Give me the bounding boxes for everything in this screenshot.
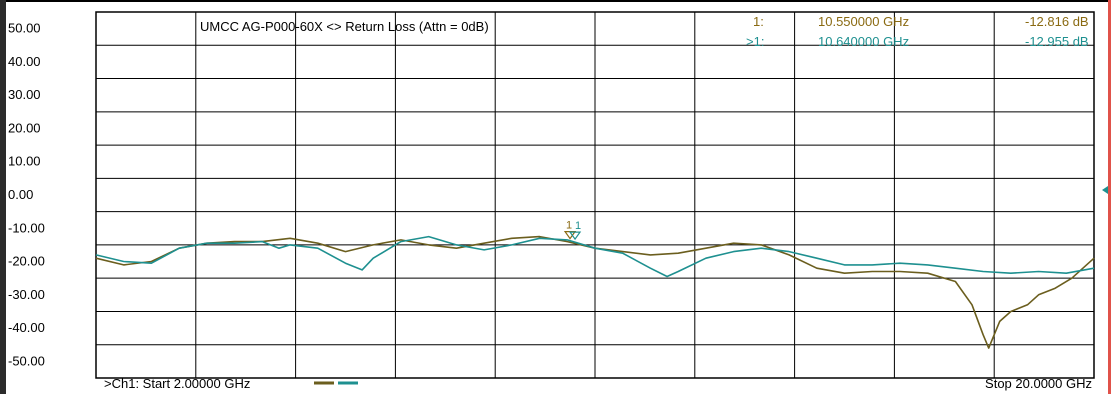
marker-1-number: 1 — [566, 220, 572, 232]
stop-frequency-label: Stop 20.0000 GHz — [985, 376, 1092, 391]
marker-2-value: -12.955 dB — [1025, 34, 1089, 49]
marker-2-number: 1 — [575, 220, 581, 232]
y-tick-label: -10.00 — [8, 220, 45, 235]
marker-2-trace-label: >1: — [746, 34, 764, 49]
y-tick-label: -50.00 — [8, 353, 45, 368]
reference-level-arrow-icon[interactable] — [1102, 186, 1108, 194]
start-frequency-label: >Ch1: Start 2.00000 GHz — [104, 376, 250, 391]
chart-title: UMCC AG-P000-60X <> Return Loss (Attn = … — [200, 19, 489, 34]
marker-1-trace-label: 1: — [753, 14, 764, 29]
y-tick-label: -30.00 — [8, 287, 45, 302]
y-tick-label: 20.00 — [8, 120, 41, 135]
top-border — [6, 0, 1108, 2]
traces — [95, 235, 1095, 349]
marker-1-frequency: 10.550000 GHz — [818, 14, 909, 29]
y-tick-label: -40.00 — [8, 320, 45, 335]
marker-2-triangle — [568, 231, 582, 241]
marker-1-value: -12.816 dB — [1025, 14, 1089, 29]
marker-2-frequency: 10.640000 GHz — [818, 34, 909, 49]
grid — [96, 12, 1094, 378]
trace-1-line — [95, 235, 1095, 349]
trace-2-line — [95, 235, 1095, 278]
y-tick-label: -20.00 — [8, 254, 45, 269]
y-tick-label: 30.00 — [8, 87, 41, 102]
y-tick-label: 10.00 — [8, 154, 41, 169]
y-tick-labels: 50.00 40.00 30.00 20.00 10.00 0.00 -10.00 -20.0… — [8, 21, 45, 369]
left-window-edge — [0, 0, 6, 394]
right-red-border — [1108, 0, 1111, 394]
y-tick-label: 40.00 — [8, 54, 41, 69]
y-tick-label: 0.00 — [8, 187, 33, 202]
y-tick-label: 50.00 — [8, 21, 41, 36]
marker-readout: 1: 10.550000 GHz -12.816 dB >1: 10.64000… — [746, 14, 1089, 49]
